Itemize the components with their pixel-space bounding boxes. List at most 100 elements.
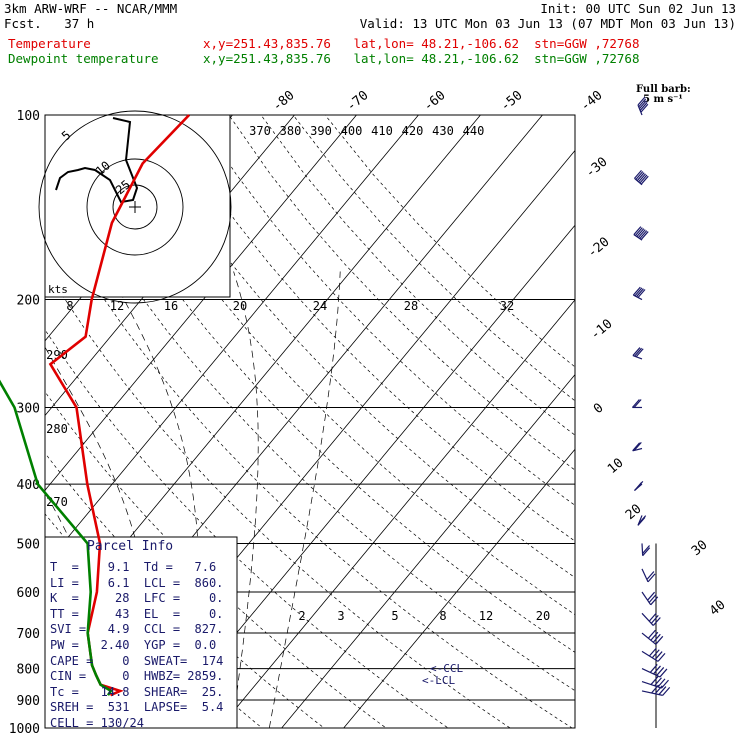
pressure-label: 200 — [17, 294, 40, 309]
pressure-label: 700 — [17, 627, 40, 642]
pressure-label: 100 — [17, 109, 40, 124]
wind-barb — [641, 591, 659, 606]
mixing-ratio-label: 5 — [391, 609, 398, 623]
hodograph-ring — [38, 110, 232, 304]
parcel-row: CIN = 0 HWBZ= 2859. — [50, 669, 224, 684]
isotherm-label: 30 — [689, 538, 711, 560]
barb-speed-note: 5 m s⁻¹ — [643, 94, 683, 105]
wind-barb — [641, 684, 671, 696]
isotherm-label: 10 — [605, 456, 627, 478]
wind-barb — [632, 347, 644, 360]
parcel-row: Tc = 14.8 SHEAR= 25. — [50, 684, 224, 699]
parcel-row: TT = 43 EL = 0. — [50, 606, 224, 621]
isotherm-label: -30 — [583, 154, 611, 181]
wind-barb — [641, 664, 668, 678]
theta-e-label: 380 — [280, 124, 302, 138]
pressure-label: 600 — [17, 586, 40, 601]
wind-barb — [641, 629, 664, 645]
isotherm-line — [45, 115, 357, 491]
parcel-row: CAPE = 0 SWEAT= 174 — [50, 653, 224, 668]
isotherm-label: -20 — [585, 234, 613, 261]
mixing-ratio-label: 2 — [298, 609, 305, 623]
parcel-row: LI = 6.1 LCL = 860. — [50, 575, 224, 590]
hodograph-speed-label: 8 — [66, 299, 73, 313]
forecast-hour: Fcst. 37 h — [4, 16, 95, 31]
isotherm-label: -70 — [344, 88, 372, 115]
wind-barb — [631, 399, 642, 409]
pressure-label: 500 — [17, 537, 40, 552]
theta-e-label: 370 — [249, 124, 271, 138]
moist-adiabat — [0, 272, 9, 729]
hodograph-frame — [44, 114, 231, 298]
wind-barb — [632, 441, 643, 452]
hodograph-speed-label: 16 — [164, 299, 178, 313]
parcel-title: Parcel Info — [87, 539, 174, 554]
isotherm-line — [219, 299, 575, 728]
mixing-ratio-label: 12 — [479, 609, 493, 623]
dewpoint-location: x,y=251.43,835.76 lat,lon= 48.21,-106.62… — [203, 51, 640, 66]
parcel-row: T = 9.1 Td = 7.6 — [50, 560, 217, 574]
isotherm-line — [45, 115, 419, 566]
ccl-label: <-CCL — [430, 662, 463, 675]
mixing-ratio-label: 8 — [439, 609, 446, 623]
theta-e-label: 420 — [402, 124, 424, 138]
model-title: 3km ARW-WRF -- NCAR/MMM — [4, 1, 178, 16]
pressure-label: 400 — [17, 478, 40, 493]
dewpoint-trace — [0, 379, 113, 696]
parcel-row: PW = 2.40 YGP = 0.0 — [50, 638, 217, 652]
wind-barb — [632, 286, 646, 301]
pressure-label: 800 — [17, 663, 40, 678]
wind-barb — [633, 226, 649, 241]
isotherm-line — [281, 373, 575, 728]
dry-adiabat — [0, 115, 27, 740]
dewpoint-legend: Dewpoint temperature — [8, 51, 159, 66]
plot-frame — [44, 114, 576, 729]
hodograph-speed-label: 32 — [500, 299, 514, 313]
wind-barb — [641, 568, 656, 583]
theta-e-label: 440 — [463, 124, 485, 138]
dry-adiabat — [324, 115, 575, 368]
theta-e-label: 400 — [341, 124, 363, 138]
temperature-legend: Temperature — [8, 36, 91, 51]
parcel-row: SREH = 531 LAPSE= 5.4 — [50, 700, 224, 715]
theta-label: 270 — [46, 495, 68, 509]
moist-adiabat — [45, 723, 47, 728]
pressure-label: 300 — [17, 401, 40, 416]
dry-adiabat — [292, 115, 575, 402]
valid-time: Valid: 13 UTC Mon 03 Jun 13 (07 MDT Mon … — [359, 16, 736, 31]
hodograph-ring — [86, 158, 184, 256]
parcel-row: CELL = 130/24 — [50, 716, 144, 730]
theta-e-label: 390 — [310, 124, 332, 138]
mixing-ratio-label: 3 — [337, 609, 344, 623]
hodograph-speed-label: 12 — [110, 299, 124, 313]
mixing-ratio-label: 20 — [536, 609, 550, 623]
isotherm-label: -60 — [421, 88, 449, 115]
theta-e-label: 410 — [371, 124, 393, 138]
hodograph-trace — [55, 117, 139, 204]
pressure-label: 900 — [17, 694, 40, 709]
pressure-label: 1000 — [9, 722, 40, 737]
temperature-location: x,y=251.43,835.76 lat,lon= 48.21,-106.62… — [203, 36, 640, 51]
theta-label: 280 — [46, 422, 68, 436]
dry-adiabat — [45, 132, 575, 692]
parcel-info-box: Parcel Info T = 9.1 Td = 7.6 LI = 6.1 LCL… — [45, 538, 235, 730]
hodograph-speed-label: 24 — [313, 299, 327, 313]
isotherm-label: -80 — [270, 88, 298, 115]
wind-barb — [641, 676, 669, 689]
theta-label: 290 — [46, 348, 68, 362]
parcel-row: K = 28 LFC = 0. — [50, 591, 224, 606]
dry-adiabat — [260, 115, 575, 436]
dry-adiabat — [45, 329, 449, 728]
theta-e-label: 430 — [432, 124, 454, 138]
wind-barb — [641, 647, 666, 662]
init-time: Init: 00 UTC Sun 02 Jun 13 — [540, 1, 736, 16]
parcel-row: SVI = 4.9 CCL = 827. — [50, 622, 224, 637]
plot-area — [0, 115, 575, 740]
hodograph-unit: kts — [48, 283, 68, 296]
parcel-box-frame — [44, 536, 238, 729]
isotherm-line — [343, 448, 575, 728]
isotherm-label: -40 — [578, 88, 606, 115]
isotherm-label: 0 — [591, 401, 607, 418]
lcl-label: <-LCL — [422, 674, 455, 687]
